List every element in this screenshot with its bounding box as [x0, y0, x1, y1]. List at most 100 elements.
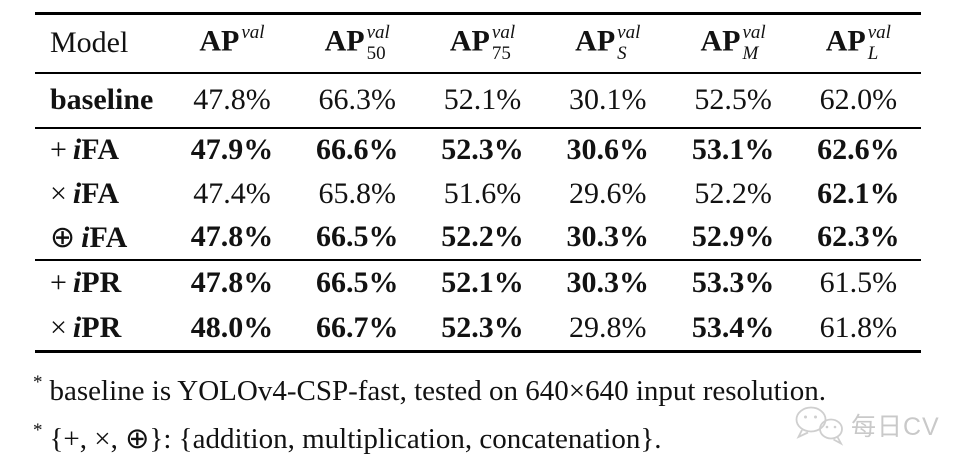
ap-base: AP	[449, 24, 490, 58]
ap50-value: 66.3%	[318, 83, 396, 116]
apm-value: 52.9%	[691, 220, 775, 253]
ap-superscript: val	[742, 21, 766, 43]
apl-value: 62.3%	[817, 220, 900, 253]
apm-value: 53.1%	[691, 133, 775, 166]
ap75-value: 51.6%	[443, 176, 522, 210]
times-operator: ×	[50, 310, 67, 344]
ap-subscript: S	[617, 42, 627, 64]
apl-value: 61.5%	[819, 266, 898, 299]
apl-value: 62.6%	[817, 133, 900, 166]
model-label: × iFA	[35, 172, 169, 216]
table-row-baseline: baseline 47.8% 66.3% 52.1% 30.1% 52.5% 6…	[35, 73, 921, 128]
ap50-value: 65.8%	[318, 176, 396, 210]
model-prefix-i: i	[81, 220, 90, 254]
table-row-times-ifa: × iFA 47.4% 65.8% 51.6% 29.6% 52.2% 62.1%	[35, 172, 921, 216]
group-ipr: + iPR 47.8% 66.5% 52.1% 30.3% 53.3% 61.5%…	[35, 260, 921, 352]
ap-base: AP	[324, 24, 365, 58]
ap50-value: 66.5%	[315, 266, 399, 299]
ap-scripts: val L	[868, 23, 891, 64]
table-row-plus-ipr: + iPR 47.8% 66.5% 52.1% 30.3% 53.3% 61.5%	[35, 260, 921, 306]
model-name: PR	[81, 310, 122, 344]
group-baseline: baseline 47.8% 66.3% 52.1% 30.1% 52.5% 6…	[35, 73, 921, 128]
column-header-ap-50: AP val 50	[295, 14, 420, 73]
watermark: 每日CV	[792, 404, 940, 446]
ap-value: 47.8%	[190, 266, 274, 299]
model-prefix-i: i	[72, 133, 82, 166]
aps-value: 29.6%	[569, 176, 647, 210]
watermark-text: 每日CV	[851, 413, 940, 441]
times-operator: ×	[50, 176, 67, 210]
apm-value: 53.4%	[691, 310, 775, 344]
ap75-value: 52.1%	[443, 83, 522, 116]
results-table: Model AP val AP val 50 AP val 75 AP val S AP val…	[35, 12, 921, 353]
model-label: × iPR	[35, 306, 169, 352]
ap-scripts: val S	[617, 23, 640, 64]
aps-value: 30.3%	[566, 220, 650, 253]
ap-value: 48.0%	[190, 310, 274, 344]
ap75-value: 52.1%	[441, 266, 524, 299]
column-header-ap-l: AP val L	[796, 14, 921, 73]
aps-value: 30.6%	[566, 133, 650, 166]
ap-subscript: 75	[491, 42, 511, 64]
ap-superscript: val	[366, 21, 390, 43]
ap75-value: 52.3%	[441, 310, 524, 344]
model-label: ⊕ iFA	[35, 216, 169, 260]
table-row-times-ipr: × iPR 48.0% 66.7% 52.3% 29.8% 53.4% 61.8%	[35, 306, 921, 352]
ap50-value: 66.7%	[315, 310, 399, 344]
ap-superscript: val	[241, 21, 265, 43]
aps-value: 30.1%	[569, 83, 647, 116]
model-label: + iPR	[35, 260, 169, 306]
ap-value: 47.9%	[190, 133, 274, 166]
aps-value: 29.8%	[569, 310, 647, 344]
apl-value: 62.1%	[817, 176, 900, 210]
table-row-plus-ifa: + iFA 47.9% 66.6% 52.3% 30.6% 53.1% 62.6%	[35, 128, 921, 172]
column-header-ap-val: AP val	[169, 14, 294, 73]
column-header-ap-m: AP val M	[670, 14, 795, 73]
model-name: baseline	[50, 83, 154, 116]
asterisk-marker: *	[33, 420, 43, 441]
footnotes: * baseline is YOLOv4-CSP-fast, tested on …	[33, 363, 938, 459]
ap50-value: 66.6%	[315, 133, 399, 166]
ap-superscript: val	[867, 21, 891, 43]
model-prefix-i: i	[72, 310, 82, 344]
model-name: FA	[81, 133, 120, 166]
column-header-ap-75: AP val 75	[420, 14, 545, 73]
apl-value: 62.0%	[819, 83, 898, 116]
ap-superscript: val	[617, 21, 641, 43]
table-header: Model AP val AP val 50 AP val 75 AP val S AP val…	[35, 14, 921, 73]
group-ifa: + iFA 47.9% 66.6% 52.3% 30.6% 53.1% 62.6%…	[35, 128, 921, 260]
plus-operator: +	[50, 133, 67, 166]
aps-value: 30.3%	[566, 266, 650, 299]
ap-base: AP	[825, 24, 866, 58]
ap-scripts: val 75	[492, 23, 515, 64]
oplus-operator: ⊕	[50, 220, 76, 254]
ap-subscript: L	[867, 42, 879, 64]
model-name: PR	[81, 266, 122, 299]
ap-subscript: M	[742, 42, 759, 64]
model-prefix-i: i	[72, 266, 82, 299]
apl-value: 61.8%	[819, 310, 898, 344]
plus-operator: +	[50, 266, 67, 299]
footnote-text: baseline is YOLOv4-CSP-fast, tested on 6…	[49, 375, 826, 407]
ap-subscript: 50	[366, 42, 386, 64]
ap75-value: 52.3%	[441, 133, 524, 166]
ap-scripts: val M	[742, 23, 765, 64]
asterisk-marker: *	[33, 372, 43, 393]
model-label: baseline	[35, 73, 169, 128]
ap-value: 47.4%	[193, 176, 271, 210]
ap75-value: 52.2%	[441, 220, 524, 253]
apm-value: 53.3%	[691, 266, 775, 299]
ap-base: AP	[575, 24, 616, 58]
ap-value: 47.8%	[193, 83, 271, 116]
ap50-value: 66.5%	[315, 220, 399, 253]
model-prefix-i: i	[72, 176, 82, 210]
ap-base: AP	[700, 24, 741, 58]
model-name: FA	[89, 220, 128, 254]
column-header-ap-s: AP val S	[545, 14, 670, 73]
wechat-logo-icon	[795, 406, 844, 446]
table-row-oplus-ifa: ⊕ iFA 47.8% 66.5% 52.2% 30.3% 52.9% 62.3%	[35, 216, 921, 260]
footnote-operators: * {+, ×, ⊕}: {addition, multiplication, c…	[33, 411, 938, 459]
ap-value: 47.8%	[190, 220, 274, 253]
footnote-text: {+, ×, ⊕}: {addition, multiplication, co…	[49, 423, 662, 455]
header-row: Model AP val AP val 50 AP val 75 AP val S AP val…	[35, 14, 921, 73]
